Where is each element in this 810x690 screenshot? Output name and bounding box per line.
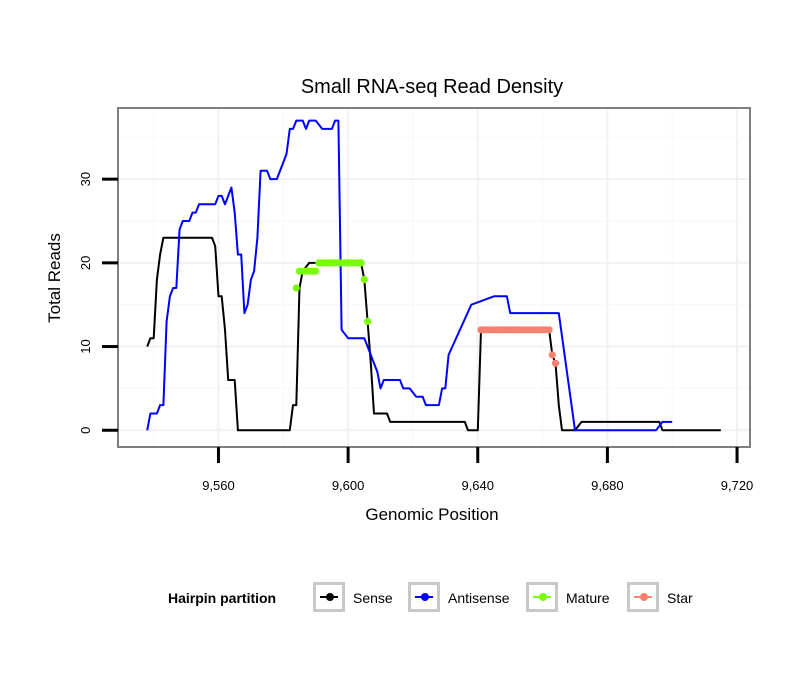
point-mature bbox=[357, 259, 365, 267]
point-mature bbox=[364, 317, 372, 325]
x-axis-label: Genomic Position bbox=[365, 505, 498, 524]
legend-label-antisense: Antisense bbox=[448, 590, 510, 606]
y-tick-label: 10 bbox=[78, 339, 93, 353]
grid-lines bbox=[118, 108, 750, 447]
x-tick-label: 9,640 bbox=[461, 478, 494, 493]
legend-label-mature: Mature bbox=[566, 590, 610, 606]
x-tick-label: 9,560 bbox=[202, 478, 235, 493]
plot-border bbox=[117, 107, 751, 448]
legend-key-star bbox=[627, 582, 659, 612]
y-tick-label: 20 bbox=[78, 256, 93, 270]
point-mature bbox=[360, 276, 368, 284]
x-tick-label: 9,720 bbox=[721, 478, 754, 493]
plot-panel bbox=[118, 108, 750, 447]
point-mature bbox=[312, 267, 320, 275]
x-tick-label: 9,600 bbox=[332, 478, 365, 493]
point-mature bbox=[292, 284, 300, 292]
y-tick-label: 0 bbox=[78, 427, 93, 434]
points-layer bbox=[292, 259, 560, 367]
legend: Hairpin partition Sense Antisense Mature… bbox=[0, 582, 810, 616]
legend-label-sense: Sense bbox=[353, 590, 393, 606]
legend-label-star: Star bbox=[667, 590, 693, 606]
legend-key-mature bbox=[526, 582, 558, 612]
point-star bbox=[548, 351, 556, 359]
legend-key-sense bbox=[313, 582, 345, 612]
y-axis-label: Total Reads bbox=[45, 233, 64, 323]
point-star bbox=[551, 359, 560, 367]
point-star bbox=[545, 326, 553, 334]
x-axis: 9,560 9,600 9,640 9,680 9,720 bbox=[202, 447, 753, 493]
legend-key-antisense bbox=[408, 582, 440, 612]
y-tick-label: 30 bbox=[78, 172, 93, 186]
legend-title: Hairpin partition bbox=[168, 590, 277, 606]
read-density-chart: Small RNA-seq Read Density 9,560 9,600 9,6… bbox=[45, 76, 753, 524]
x-tick-label: 9,680 bbox=[591, 478, 624, 493]
chart-title: Small RNA-seq Read Density bbox=[301, 76, 563, 98]
series-line-antisense bbox=[146, 119, 673, 432]
y-axis: 0 10 20 30 bbox=[78, 172, 118, 434]
